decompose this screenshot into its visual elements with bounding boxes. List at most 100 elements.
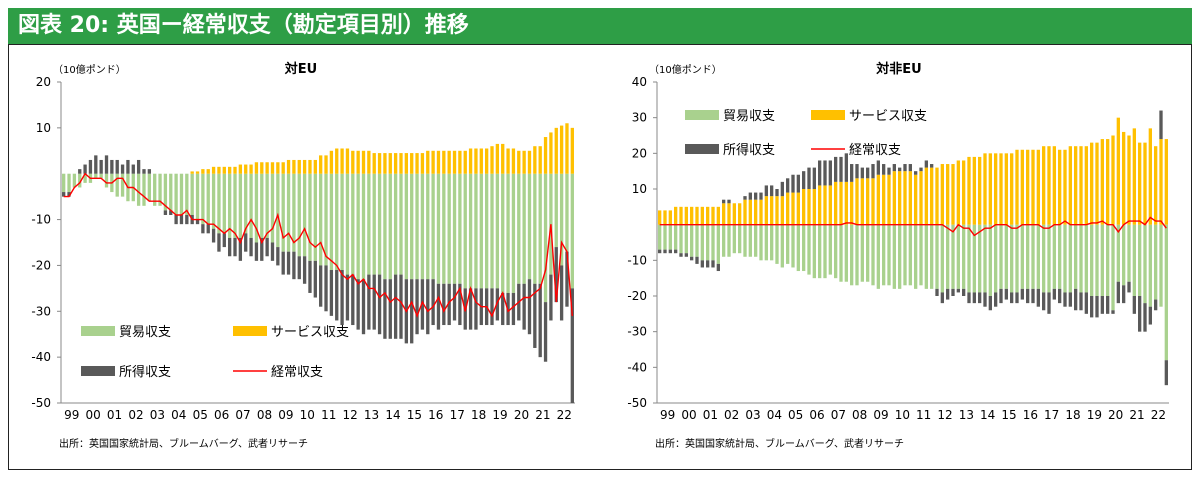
income-balance-bar	[436, 283, 441, 330]
services-balance-bar	[1122, 131, 1126, 225]
services-balance-bar	[340, 148, 344, 174]
trade-balance-bar	[115, 173, 119, 197]
services-balance-bar	[871, 178, 875, 225]
income-balance-bar	[716, 263, 720, 272]
trade-balance-bar	[716, 224, 720, 264]
income-balance-bar	[388, 279, 392, 339]
trade-balance-bar	[158, 173, 162, 206]
income-balance-bar	[420, 279, 425, 330]
income-balance-bar	[410, 279, 414, 344]
services-balance-bar	[903, 171, 907, 225]
trade-balance-bar	[174, 173, 178, 215]
income-balance-bar	[115, 159, 119, 174]
trade-balance-bar	[420, 173, 425, 280]
services-balance-bar	[1111, 135, 1115, 225]
trade-balance-bar	[506, 173, 510, 293]
trade-balance-bar	[62, 173, 66, 193]
income-balance-bar	[866, 167, 870, 179]
trade-balance-bar	[495, 173, 500, 289]
income-balance-bar	[211, 228, 216, 243]
services-balance-bar	[1132, 128, 1136, 225]
trade-balance-bar	[190, 173, 194, 215]
income-balance-bar	[935, 288, 939, 296]
legend-label-current: 経常収支	[849, 143, 901, 158]
services-balance-bar	[855, 178, 859, 225]
trade-balance-bar	[1004, 224, 1008, 289]
x-tick-label: 06	[809, 408, 824, 422]
services-balance-bar	[367, 150, 371, 174]
income-balance-bar	[706, 260, 710, 268]
income-balance-bar	[988, 296, 992, 311]
services-balance-bar	[501, 143, 505, 174]
trade-balance-bar	[972, 224, 976, 293]
trade-balance-bar	[1159, 224, 1163, 307]
x-tick-label: 05	[788, 408, 803, 422]
x-tick-label: 07	[831, 408, 846, 422]
services-balance-bar	[935, 167, 939, 225]
trade-balance-bar	[748, 224, 752, 257]
trade-balance-bar	[554, 173, 558, 248]
services-balance-bar	[914, 174, 918, 225]
x-tick-label: 04	[171, 408, 186, 422]
income-balance-bar	[83, 164, 87, 174]
income-balance-bar	[1026, 288, 1030, 304]
services-balance-bar	[538, 146, 542, 174]
income-balance-bar	[254, 242, 259, 261]
income-balance-bar	[887, 167, 891, 175]
services-balance-bar	[238, 164, 243, 174]
income-balance-bar	[700, 260, 704, 268]
income-balance-bar	[415, 279, 419, 335]
trade-balance-bar	[892, 224, 896, 289]
trade-balance-bar	[722, 224, 726, 257]
y-tick-label: -10	[627, 253, 647, 267]
services-balance-bar	[812, 189, 816, 225]
income-balance-bar	[1010, 292, 1014, 304]
income-balance-bar	[383, 279, 387, 339]
income-balance-bar	[898, 167, 902, 172]
current-account-line	[63, 172, 573, 318]
x-tick-label: 17	[1044, 408, 1059, 422]
services-balance-bar	[479, 148, 483, 174]
income-balance-bar	[163, 210, 168, 215]
services-balance-bar	[956, 160, 960, 225]
income-balance-bar	[844, 153, 848, 182]
services-balance-bar	[668, 210, 672, 225]
services-balance-bar	[276, 162, 280, 174]
income-balance-bar	[88, 159, 93, 174]
figure-title: 図表 20: 英国ー経常収支（勘定項目別）推移	[18, 13, 469, 38]
x-tick-label: 15	[407, 408, 422, 422]
services-balance-bar	[727, 203, 731, 225]
income-balance-bar	[1015, 292, 1019, 304]
income-balance-bar	[946, 288, 950, 300]
trade-balance-bar	[1100, 224, 1104, 296]
legend-swatch-trade	[685, 110, 719, 120]
income-balance-bar	[1047, 292, 1051, 314]
income-balance-bar	[919, 167, 923, 172]
trade-balance-bar	[201, 173, 205, 225]
trade-balance-bar	[674, 224, 678, 250]
services-balance-bar	[297, 159, 301, 174]
trade-balance-bar	[436, 173, 441, 284]
trade-balance-bar	[812, 224, 816, 279]
y-tick-label: 10	[36, 121, 51, 135]
trade-balance-bar	[238, 173, 243, 238]
trade-balance-bar	[388, 173, 392, 280]
income-balance-bar	[839, 156, 843, 182]
income-balance-bar	[222, 233, 226, 248]
trade-balance-bar	[543, 173, 548, 303]
services-balance-bar	[361, 150, 366, 174]
trade-balance-bar	[452, 173, 457, 284]
trade-balance-bar	[823, 224, 827, 279]
services-balance-bar	[324, 155, 328, 174]
trade-balance-bar	[292, 173, 296, 252]
x-tick-label: 21	[535, 408, 550, 422]
income-balance-bar	[674, 249, 678, 254]
trade-balance-bar	[276, 173, 280, 248]
trade-balance-bar	[1122, 224, 1126, 286]
income-balance-bar	[238, 237, 243, 261]
services-balance-bar	[818, 185, 822, 225]
income-balance-bar	[994, 292, 998, 307]
x-tick-label: 10	[895, 408, 910, 422]
x-tick-label: 11	[321, 408, 336, 422]
income-balance-bar	[104, 155, 109, 174]
